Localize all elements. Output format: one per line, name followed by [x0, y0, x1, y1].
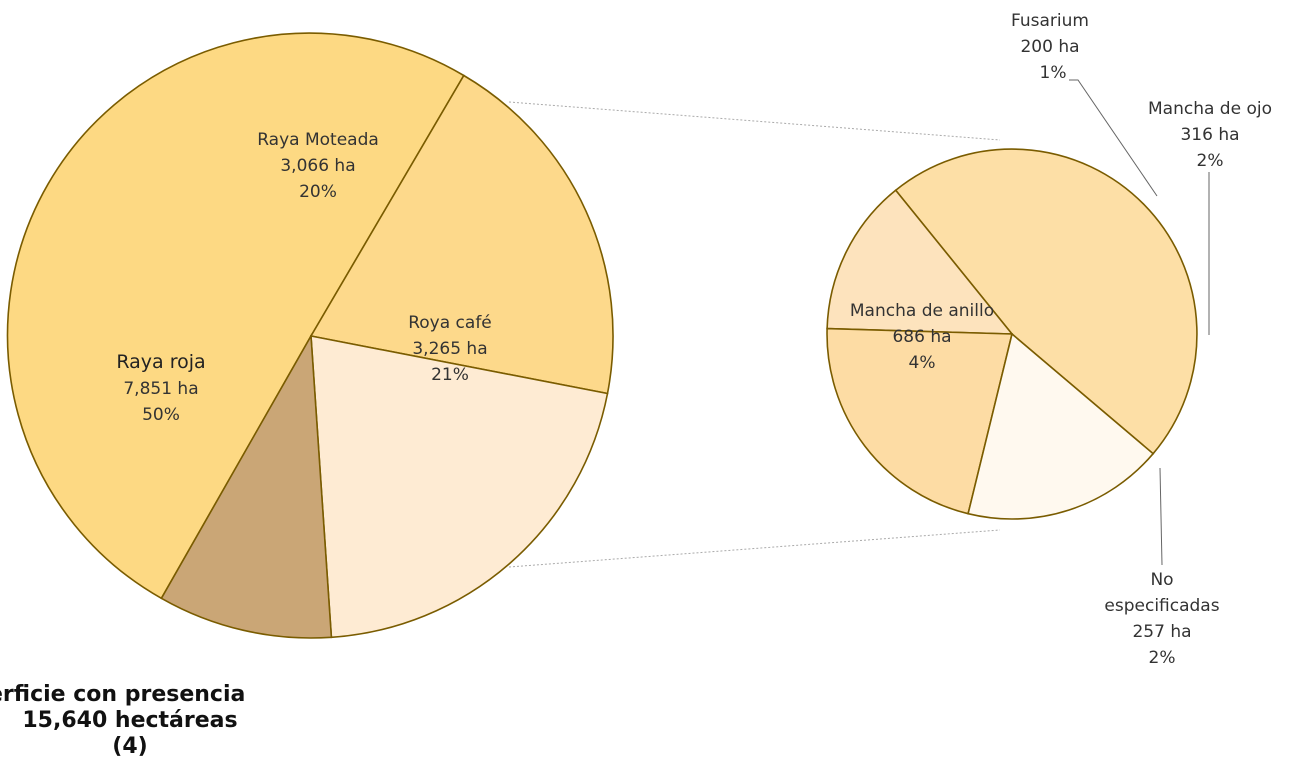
label-fusarium-name: Fusarium — [1011, 11, 1089, 31]
label-raya-moteada-name: Raya Moteada — [257, 130, 379, 150]
main-pie — [6, 32, 614, 639]
slice-roya-cafe — [310, 335, 609, 639]
label-mancha-ojo-area: 316 ha — [1180, 125, 1239, 145]
slice-raya-roja — [6, 32, 465, 600]
slice-mancha-de-ojo — [826, 327, 1014, 515]
label-raya-roja-area: 7,851 ha — [123, 379, 198, 399]
label-raya-roja-pct: 50% — [142, 405, 180, 425]
label-no-especificadas-name-2: especificadas — [1104, 596, 1219, 616]
label-roya-cafe-area: 3,265 ha — [412, 339, 487, 359]
slice-fusarium — [826, 189, 1014, 335]
label-mancha-anillo-name: Mancha de anillo — [850, 301, 994, 321]
leader-lines — [1069, 79, 1210, 566]
leader-fusarium — [1069, 79, 1158, 197]
slice-mancha-de-anillo — [894, 148, 1198, 455]
label-roya-cafe-pct: 21% — [431, 365, 469, 385]
label-mancha-anillo-area: 686 ha — [892, 327, 951, 347]
label-no-especificadas-name-1: No — [1150, 570, 1173, 590]
connector-bottom — [508, 529, 1001, 568]
label-mancha-ojo-name: Mancha de ojo — [1148, 99, 1272, 119]
label-raya-roja-name: Raya roja — [116, 351, 205, 373]
caption-line-1: erficie con presencia — [0, 682, 245, 707]
caption-line-2: 15,640 hectáreas — [22, 708, 237, 733]
label-no-especificadas-pct: 2% — [1149, 648, 1176, 668]
label-mancha-ojo-pct: 2% — [1197, 151, 1224, 171]
label-roya-cafe-name: Roya café — [408, 313, 492, 333]
slice-other-3 — [160, 333, 333, 639]
slice-raya-moteada — [309, 74, 614, 395]
label-fusarium-area: 200 ha — [1020, 37, 1079, 57]
label-mancha-anillo-pct: 4% — [909, 353, 936, 373]
leader-no-especificadas — [1159, 467, 1163, 566]
label-fusarium-pct: 1% — [1040, 63, 1067, 83]
slice-no-especificadas — [967, 332, 1155, 520]
detail-pie — [826, 148, 1198, 520]
caption-line-3: (4) — [112, 734, 147, 759]
label-no-especificadas-area: 257 ha — [1132, 622, 1191, 642]
label-raya-moteada-area: 3,066 ha — [280, 156, 355, 176]
label-raya-moteada-pct: 20% — [299, 182, 337, 202]
connector-top — [508, 101, 1001, 141]
